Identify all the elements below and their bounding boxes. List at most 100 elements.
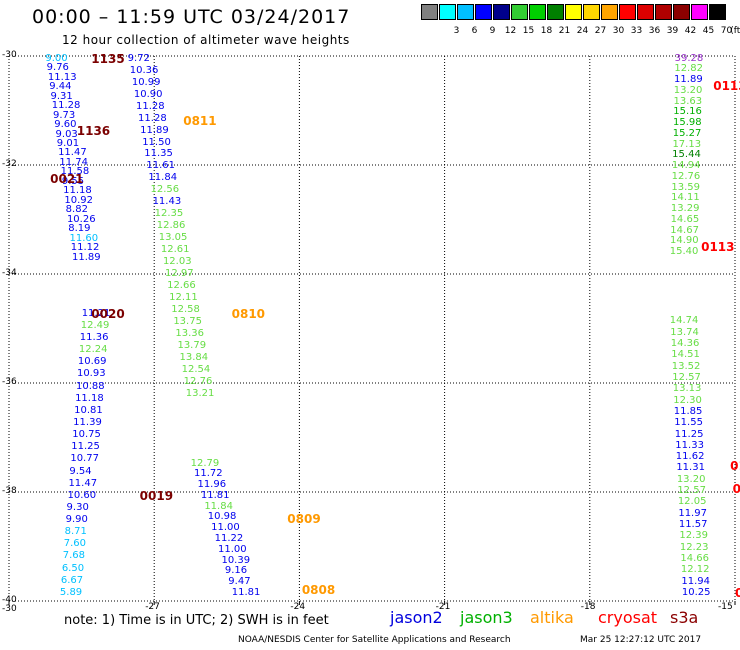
- wave-height-value: 10.93: [76, 368, 106, 380]
- wave-height-value: 8.19: [68, 223, 91, 235]
- legend-tick-label: 12: [504, 26, 517, 36]
- wave-height-value: 12.82: [674, 63, 703, 75]
- wave-height-value: 8.82: [65, 204, 88, 216]
- lon-tick-label: -27: [145, 602, 160, 612]
- lon-tick-label: -15: [718, 602, 733, 612]
- wave-height-value: 39.28: [674, 52, 704, 64]
- legend-swatch: [655, 4, 672, 20]
- wave-height-value: 10.26: [66, 213, 96, 225]
- lon-tick-label: -18: [580, 602, 596, 612]
- wave-height-value: 11.84: [204, 500, 233, 512]
- wave-height-value: 11.36: [79, 332, 109, 344]
- wave-height-value: 10.88: [76, 380, 105, 392]
- wave-height-value: 9.73: [53, 109, 76, 121]
- satellite-name: cryosat: [598, 608, 658, 627]
- legend-tick-label: 39: [666, 26, 679, 36]
- wave-height-value: 12.54: [181, 363, 211, 375]
- wave-height-value: 13.20: [673, 84, 703, 96]
- wave-height-value: 15.16: [673, 106, 702, 118]
- wave-height-value: 12.57: [672, 371, 701, 383]
- wave-height-value: 10.75: [72, 429, 101, 441]
- pass-time-label: 0808: [301, 583, 336, 598]
- wave-height-value: 14.36: [670, 338, 700, 350]
- pass-time-label: 0113: [732, 482, 740, 497]
- legend-tick-label: 24: [576, 26, 589, 36]
- wave-height-value: 12.58: [171, 304, 200, 316]
- wave-height-value: 13.20: [676, 473, 706, 485]
- wave-height-value: 9.54: [69, 465, 92, 477]
- legend-swatch: [421, 4, 438, 20]
- wave-height-value: 11.12: [70, 242, 100, 254]
- wave-height-value: 10.36: [129, 64, 159, 76]
- wave-height-value: 12.56: [150, 184, 180, 196]
- wave-height-value: 15.40: [669, 246, 699, 258]
- wave-height-value: 11.57: [678, 518, 708, 530]
- legend-swatch: [637, 4, 654, 20]
- wave-height-value: 12.35: [154, 208, 184, 220]
- wave-height-value: 12.03: [162, 256, 192, 268]
- wave-height-value: 12.30: [673, 394, 702, 406]
- wave-height-value: 11.85: [673, 405, 703, 417]
- legend-swatch: [619, 4, 636, 20]
- wave-height-value: 9.03: [55, 128, 78, 140]
- wave-height-value: 14.65: [670, 213, 700, 225]
- wave-height-value: 11.61: [146, 160, 175, 172]
- wave-height-value: 11.35: [144, 148, 173, 160]
- pass-time-label: 1136: [76, 124, 111, 139]
- wave-height-value: 6.50: [61, 562, 85, 574]
- wave-height-value: 12.39: [679, 530, 708, 542]
- wave-height-value: 11.60: [69, 232, 99, 244]
- wave-height-value: 14.11: [671, 192, 700, 204]
- wave-height-value: 13.84: [179, 351, 209, 363]
- legend-tick-label: 15: [522, 26, 535, 36]
- lat-tick-label: -34: [2, 268, 17, 278]
- wave-height-value: 11.28: [138, 112, 167, 124]
- wave-height-value: 11.18: [63, 185, 92, 197]
- wave-height-value: 12.11: [169, 292, 198, 304]
- wave-height-value: 10.99: [131, 76, 161, 88]
- wave-height-value: 11.33: [675, 439, 704, 451]
- lon-tick-label: -21: [435, 602, 451, 612]
- lon-tick-label: -24: [290, 602, 306, 612]
- wave-height-value: 14.66: [680, 552, 709, 564]
- legend-swatch: [601, 4, 618, 20]
- legend-swatch: [529, 4, 546, 20]
- wave-height-value: 11.89: [674, 74, 703, 86]
- wave-height-value: 12.76: [671, 170, 701, 182]
- wave-height-value: 13.63: [673, 95, 703, 107]
- wave-height-value: 11.81: [231, 586, 261, 598]
- lat-tick-label: -36: [2, 377, 17, 387]
- wave-height-value: 11.25: [674, 428, 704, 440]
- wave-height-value: 11.50: [142, 136, 171, 148]
- wave-height-value: 9.72: [127, 52, 150, 64]
- wave-height-value: 11.22: [214, 533, 244, 544]
- satellite-name: jason3: [460, 608, 513, 627]
- wave-height-value: 11.18: [75, 392, 104, 404]
- wave-height-value: 11.47: [68, 477, 98, 489]
- wave-height-value: 11.96: [197, 479, 227, 491]
- wave-height-value: 11.97: [678, 507, 707, 519]
- legend-unit: (ft): [730, 26, 740, 36]
- wave-height-value: 10.25: [681, 586, 711, 598]
- wave-height-value: 17.13: [672, 138, 702, 150]
- wave-height-value: 13.29: [670, 203, 700, 215]
- wave-height-value: 11.25: [71, 441, 100, 453]
- wave-height-value: 15.27: [672, 127, 702, 139]
- wave-height-value: 11.00: [211, 522, 240, 534]
- wave-height-value: 11.81: [200, 489, 230, 501]
- wave-height-value: 6.67: [60, 574, 84, 586]
- wave-height-value: 14.74: [669, 315, 699, 327]
- wave-height-value: 11.28: [135, 100, 165, 112]
- legend-swatch: [673, 4, 690, 20]
- pass-time-label: 0810: [231, 306, 266, 321]
- pass-time-label: 1135: [91, 51, 125, 66]
- legend-swatch: [691, 4, 708, 20]
- wave-height-value: 5.89: [59, 586, 83, 598]
- wave-height-value: 11.55: [674, 417, 703, 429]
- pass-time-label: 0113: [730, 458, 740, 473]
- wave-height-value: 13.79: [177, 340, 207, 352]
- wave-height-value: 11.74: [59, 156, 88, 168]
- wave-height-value: 9.44: [49, 81, 72, 93]
- legend-swatch: [547, 4, 564, 20]
